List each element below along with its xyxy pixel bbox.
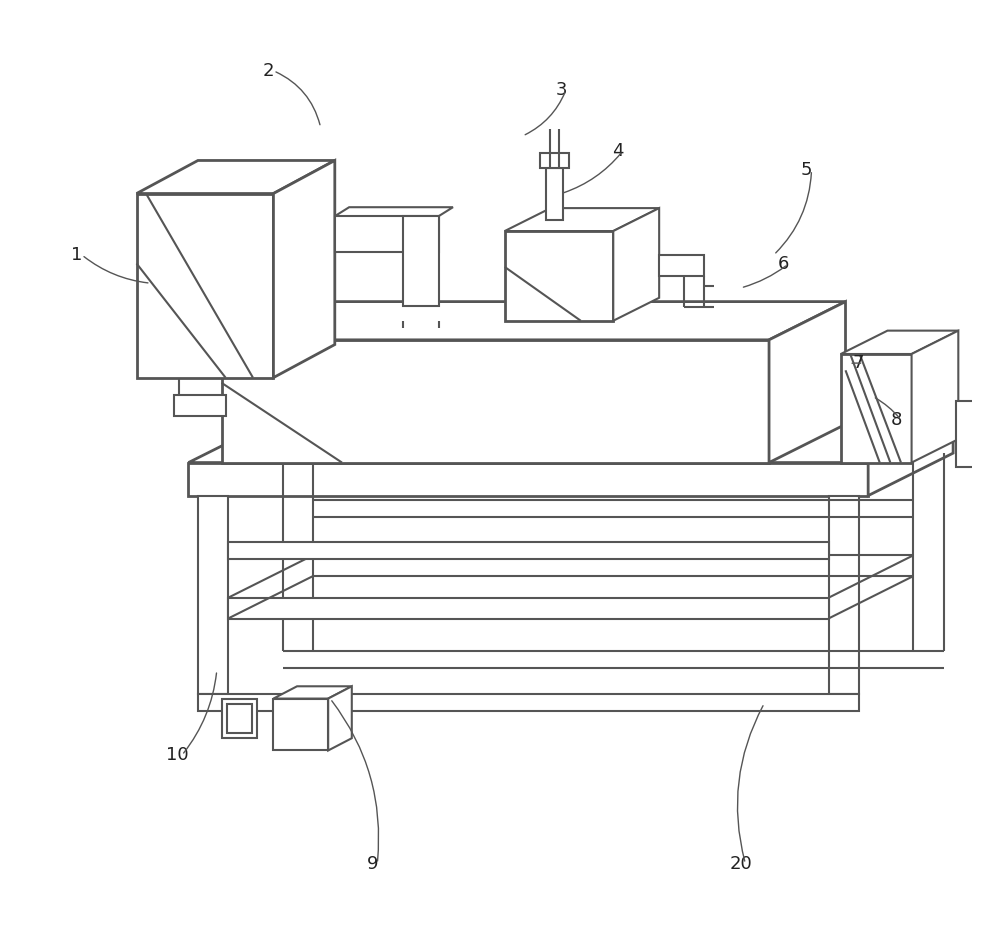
Bar — [273, 699, 328, 750]
Bar — [505, 231, 613, 321]
Bar — [227, 704, 252, 733]
Bar — [228, 542, 829, 559]
Polygon shape — [912, 330, 958, 463]
Polygon shape — [222, 302, 846, 340]
Polygon shape — [335, 208, 453, 216]
Polygon shape — [273, 686, 352, 699]
Bar — [403, 216, 439, 306]
Bar — [829, 496, 859, 694]
Bar — [198, 496, 228, 694]
Text: 7: 7 — [853, 354, 864, 373]
Bar — [335, 216, 439, 252]
Text: 8: 8 — [891, 411, 902, 430]
Text: 4: 4 — [612, 142, 624, 160]
Polygon shape — [868, 420, 953, 496]
Bar — [228, 598, 829, 618]
Bar — [841, 354, 912, 463]
Polygon shape — [613, 208, 659, 321]
Text: 20: 20 — [729, 854, 752, 873]
Polygon shape — [328, 686, 352, 750]
Bar — [174, 396, 226, 416]
Bar — [198, 694, 859, 711]
Text: 10: 10 — [166, 746, 188, 765]
Bar — [222, 340, 769, 463]
Polygon shape — [505, 208, 659, 231]
Text: 1: 1 — [71, 245, 83, 264]
Bar — [137, 194, 273, 378]
Text: 3: 3 — [556, 80, 567, 99]
Bar — [956, 401, 999, 467]
Text: 9: 9 — [367, 854, 378, 873]
Polygon shape — [841, 330, 958, 354]
Bar — [540, 153, 569, 168]
Polygon shape — [188, 420, 953, 463]
Bar — [188, 463, 868, 496]
Bar — [659, 255, 704, 276]
Bar — [546, 168, 563, 220]
Polygon shape — [273, 160, 335, 378]
Polygon shape — [137, 160, 335, 194]
Text: 2: 2 — [263, 61, 274, 80]
Bar — [222, 699, 257, 738]
Polygon shape — [769, 302, 846, 463]
Text: 6: 6 — [778, 255, 789, 274]
Text: 5: 5 — [801, 160, 813, 179]
